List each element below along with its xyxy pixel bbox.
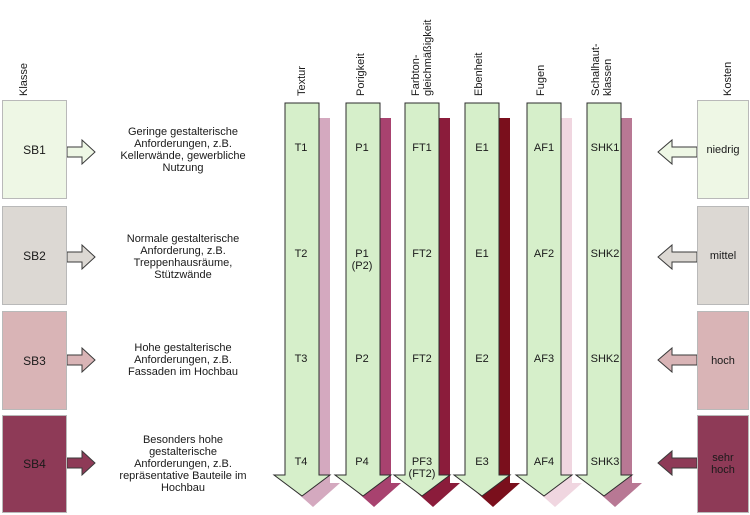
header-schalhaut: Schalhaut- klassen — [590, 43, 614, 96]
class-box-sb4: SB4 — [2, 415, 67, 513]
class-arrow-sb2 — [66, 243, 96, 271]
cost-box-mittel: mittel — [697, 206, 749, 305]
description-sb2: Normale gestalterische Anforderung, z.B.… — [126, 233, 240, 281]
cost-arrow-sb2 — [657, 243, 698, 271]
class-arrow-sb4 — [66, 449, 96, 477]
cell-fugen-sb1: AF1 — [533, 142, 555, 154]
class-box-sb2: SB2 — [2, 206, 67, 305]
class-box-sb3: SB3 — [2, 311, 67, 410]
cell-porigkeit-sb2: P1 (P2) — [351, 248, 373, 272]
cell-textur-sb4: T4 — [294, 456, 308, 468]
column-arrow-fugen — [514, 102, 574, 497]
cost-box-sehr-hoch: sehr hoch — [697, 415, 749, 513]
cell-schalhaut-sb3: SHK2 — [590, 353, 620, 365]
header-ebenheit: Ebenheit — [473, 52, 485, 96]
cell-fugen-sb3: AF3 — [533, 353, 555, 365]
description-sb1: Geringe gestalterische Anforderungen, z.… — [120, 126, 246, 174]
cell-ebenheit-sb4: E3 — [475, 456, 489, 468]
class-arrow-sb1 — [66, 138, 96, 166]
header-textur: Textur — [296, 66, 308, 96]
column-arrow-porigkeit — [333, 102, 393, 497]
column-arrow-ebenheit — [452, 102, 512, 497]
class-box-sb1: SB1 — [2, 100, 67, 199]
cell-farbton-sb2: FT2 — [412, 248, 432, 260]
cell-fugen-sb4: AF4 — [533, 456, 555, 468]
cell-schalhaut-sb2: SHK2 — [590, 248, 620, 260]
cell-fugen-sb2: AF2 — [533, 248, 555, 260]
cell-textur-sb1: T1 — [294, 142, 308, 154]
cell-schalhaut-sb1: SHK1 — [590, 142, 620, 154]
cell-porigkeit-sb4: P4 — [355, 456, 369, 468]
cell-schalhaut-sb4: SHK3 — [590, 456, 620, 468]
header-farbton: Farbton- gleichmäßigkeit — [410, 19, 434, 96]
cell-ebenheit-sb2: E1 — [475, 248, 489, 260]
cost-arrow-sb3 — [657, 346, 698, 374]
column-arrow-farbton — [392, 102, 452, 497]
cell-textur-sb3: T3 — [294, 353, 308, 365]
cell-textur-sb2: T2 — [294, 248, 308, 260]
description-sb3: Hohe gestalterische Anforderungen, z.B. … — [127, 342, 239, 378]
class-arrow-sb3 — [66, 346, 96, 374]
cost-box-hoch: hoch — [697, 311, 749, 410]
cell-farbton-sb4: PF3 (FT2) — [408, 456, 436, 480]
header-klasse: Klasse — [18, 62, 30, 96]
cell-farbton-sb3: FT2 — [412, 353, 432, 365]
cost-arrow-sb1 — [657, 138, 698, 166]
column-arrow-schalhaut — [574, 102, 634, 497]
cell-ebenheit-sb3: E2 — [475, 353, 489, 365]
cost-arrow-sb4 — [657, 449, 698, 477]
cell-porigkeit-sb1: P1 — [355, 142, 369, 154]
description-sb4: Besonders hohe gestalterische Anforderun… — [119, 434, 247, 494]
column-arrow-textur — [272, 102, 332, 497]
cell-ebenheit-sb1: E1 — [475, 142, 489, 154]
cost-box-niedrig: niedrig — [697, 100, 749, 199]
header-kosten: Kosten — [722, 61, 734, 96]
cell-farbton-sb1: FT1 — [412, 142, 432, 154]
cell-porigkeit-sb3: P2 — [355, 353, 369, 365]
header-porigkeit: Porigkeit — [355, 53, 367, 96]
header-fugen: Fugen — [535, 64, 547, 96]
